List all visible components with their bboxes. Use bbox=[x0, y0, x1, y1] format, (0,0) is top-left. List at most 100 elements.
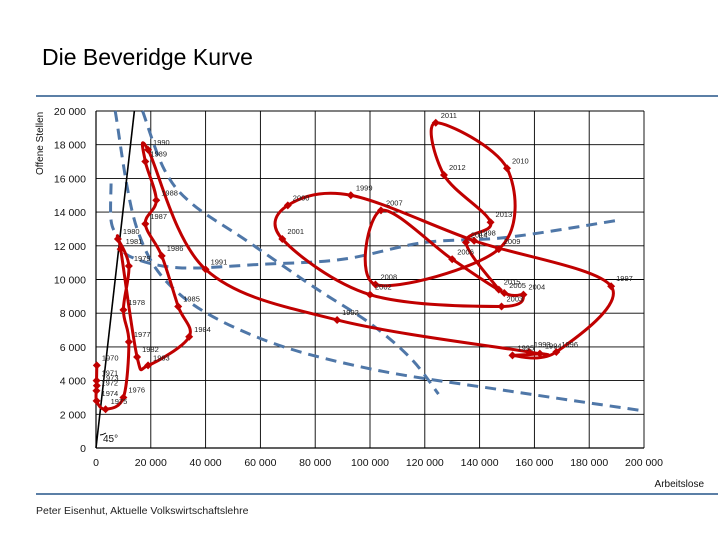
point-label-1986: 1986 bbox=[167, 244, 184, 253]
data-point-1988 bbox=[152, 196, 161, 205]
point-label-1991: 1991 bbox=[211, 257, 228, 266]
data-point-1990 bbox=[144, 145, 153, 154]
point-label-2002: 2002 bbox=[375, 283, 392, 292]
data-point-1971 bbox=[92, 376, 101, 385]
data-point-1995 bbox=[508, 351, 517, 360]
data-point-1981 bbox=[116, 245, 125, 254]
y-tick-label: 2 000 bbox=[60, 409, 86, 421]
x-tick-label: 140 000 bbox=[461, 457, 499, 469]
point-label-1998: 1998 bbox=[479, 229, 496, 238]
point-label-1988: 1988 bbox=[161, 188, 178, 197]
point-label-2005: 2005 bbox=[509, 281, 526, 290]
point-label-1976: 1976 bbox=[128, 385, 145, 394]
guide-curve bbox=[141, 110, 440, 395]
data-point-1970 bbox=[92, 361, 101, 370]
data-point-2000 bbox=[283, 201, 292, 210]
data-point-1972 bbox=[92, 386, 101, 395]
point-label-1985: 1985 bbox=[183, 294, 200, 303]
point-label-2000: 2000 bbox=[293, 193, 310, 202]
data-point-1998 bbox=[470, 236, 479, 245]
data-point-1983 bbox=[144, 361, 153, 370]
data-point-1989 bbox=[141, 157, 150, 166]
data-point-2011 bbox=[431, 118, 440, 127]
data-point-2006 bbox=[448, 255, 457, 264]
x-tick-label: 0 bbox=[93, 457, 99, 469]
guide-curves bbox=[109, 110, 645, 413]
data-point-2012 bbox=[439, 171, 448, 180]
point-label-1984: 1984 bbox=[194, 325, 211, 334]
y-tick-label: 0 bbox=[80, 443, 86, 455]
point-label-1992: 1992 bbox=[342, 308, 359, 317]
point-label-1993: 1993 bbox=[534, 340, 551, 349]
x-axis-label: Arbeitslose bbox=[655, 479, 705, 490]
data-point-1980 bbox=[113, 235, 122, 244]
angle-annotation: 45° bbox=[103, 434, 118, 445]
point-label-1996: 1996 bbox=[561, 340, 578, 349]
data-point-1978 bbox=[119, 305, 128, 314]
y-axis-label: Offene Stellen bbox=[35, 112, 46, 175]
point-label-1974: 1974 bbox=[102, 389, 119, 398]
data-point-2010 bbox=[503, 164, 511, 173]
point-label-2007: 2007 bbox=[386, 198, 403, 207]
point-label-2015: 2015 bbox=[504, 278, 521, 287]
guide-curve bbox=[113, 110, 645, 413]
data-point-2004 bbox=[519, 290, 528, 299]
data-point-1986 bbox=[157, 251, 166, 260]
top-rule bbox=[36, 95, 718, 97]
y-tick-label: 8 000 bbox=[60, 308, 86, 320]
x-tick-label: 80 000 bbox=[299, 457, 331, 469]
point-label-2006: 2006 bbox=[457, 247, 474, 256]
x-tick-label: 180 000 bbox=[570, 457, 608, 469]
y-tick-label: 12 000 bbox=[54, 241, 86, 253]
point-label-1983: 1983 bbox=[153, 353, 170, 362]
data-point-2013 bbox=[486, 218, 495, 227]
data-point-1975 bbox=[101, 405, 110, 414]
data-point-2007 bbox=[376, 206, 385, 215]
point-label-2009: 2009 bbox=[504, 237, 521, 246]
data-point-1985 bbox=[174, 302, 183, 311]
point-label-1978: 1978 bbox=[128, 298, 145, 307]
point-label-1973: 1973 bbox=[102, 374, 119, 383]
y-tick-label: 18 000 bbox=[54, 140, 86, 152]
point-label-1995: 1995 bbox=[517, 343, 534, 352]
data-point-1996 bbox=[552, 347, 561, 356]
data-point-1982 bbox=[133, 353, 142, 362]
x-tick-label: 120 000 bbox=[406, 457, 444, 469]
bottom-rule bbox=[36, 493, 718, 495]
point-label-2003: 2003 bbox=[507, 294, 524, 303]
x-tick-label: 160 000 bbox=[515, 457, 553, 469]
x-tick-label: 200 000 bbox=[625, 457, 663, 469]
angle-arc bbox=[99, 432, 107, 436]
data-point-1976 bbox=[119, 393, 128, 402]
data-point-2002 bbox=[366, 290, 374, 299]
y-tick-label: 20 000 bbox=[54, 106, 86, 118]
point-label-1977: 1977 bbox=[134, 330, 151, 339]
x-tick-label: 40 000 bbox=[190, 457, 222, 469]
point-label-1980: 1980 bbox=[123, 227, 140, 236]
point-label-2014: 2014 bbox=[471, 230, 488, 239]
point-label-2008: 2008 bbox=[380, 273, 397, 282]
point-label-1987: 1987 bbox=[150, 212, 167, 221]
point-label-1981: 1981 bbox=[126, 237, 143, 246]
y-tick-label: 4 000 bbox=[60, 376, 86, 388]
y-tick-label: 16 000 bbox=[54, 173, 86, 185]
point-label-1971: 1971 bbox=[102, 369, 119, 378]
point-label-1979: 1979 bbox=[134, 254, 151, 263]
point-label-1997: 1997 bbox=[616, 274, 633, 283]
point-label-1982: 1982 bbox=[142, 345, 159, 354]
point-label-2011: 2011 bbox=[441, 111, 457, 120]
x-tick-label: 20 000 bbox=[135, 457, 167, 469]
data-point-2005 bbox=[500, 288, 509, 297]
data-point-2014 bbox=[461, 238, 470, 247]
data-point-2015 bbox=[494, 285, 503, 294]
point-label-1972: 1972 bbox=[101, 379, 118, 388]
data-point-1979 bbox=[124, 262, 133, 271]
data-point-1994 bbox=[535, 349, 544, 358]
data-point-1984 bbox=[185, 332, 194, 341]
data-point-1987 bbox=[141, 219, 150, 228]
point-label-1975: 1975 bbox=[111, 397, 128, 406]
tick-labels: 0 20 000 40 000 60 000 80 000 100 000 120 000 1… bbox=[54, 106, 663, 469]
data-point-1997 bbox=[607, 282, 616, 291]
slide-title: Die Beveridge Kurve bbox=[42, 44, 253, 70]
